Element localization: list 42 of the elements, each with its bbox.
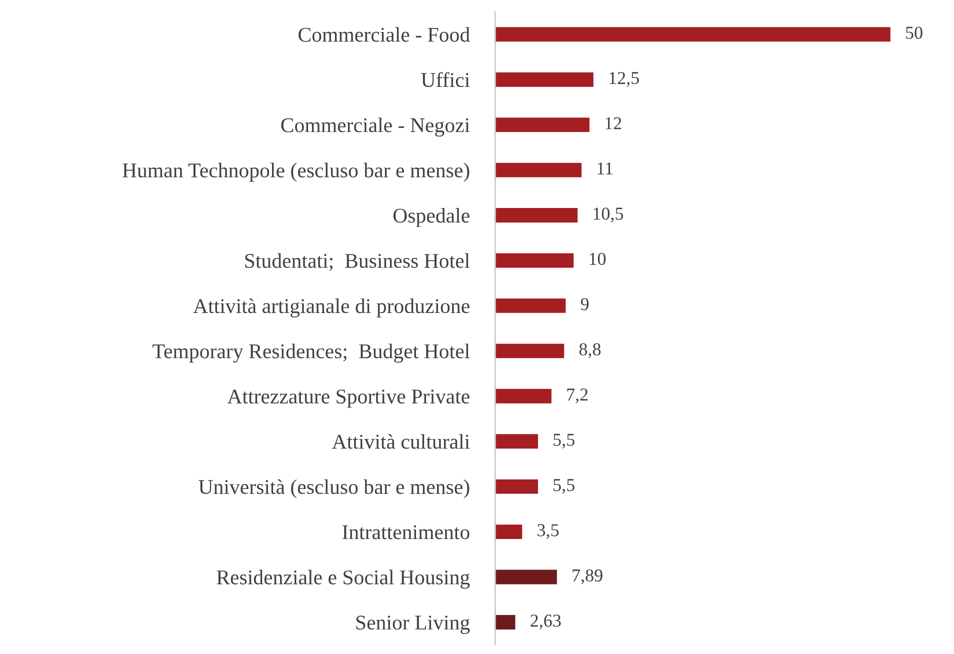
bar [495, 70, 595, 88]
bar [495, 523, 524, 540]
y-tick-label: Università (escluso bar e mense) [198, 479, 470, 498]
data-label: 5,5 [554, 434, 574, 448]
bar [495, 206, 579, 224]
y-tick-label: Human Technopole (escluso bar e mense) [122, 162, 470, 182]
bar [495, 568, 558, 586]
bar [495, 297, 568, 314]
y-tick-label: Temporary Residences; Budget Hotel [152, 344, 470, 363]
bar [495, 26, 892, 43]
y-tick-label: Intrattenimento [342, 525, 470, 540]
bar [495, 432, 540, 450]
data-label: 2,63 [530, 614, 561, 630]
data-label: 10,5 [594, 208, 624, 222]
y-tick-label: Studentati; Business Hotel [245, 253, 470, 271]
bar [495, 614, 517, 631]
y-tick-label: Attività culturali [332, 434, 470, 449]
data-label: 12,5 [610, 72, 639, 87]
y-tick-label: Attrezzature Sportive Private [227, 390, 470, 408]
data-label: 8,8 [579, 343, 601, 358]
data-label: 7,2 [567, 388, 588, 404]
bar [495, 388, 553, 405]
data-label: 11 [598, 162, 612, 174]
y-tick-label: Uffici [421, 72, 470, 88]
data-label: 50 [906, 26, 922, 39]
y-tick-label: Attività artigianale di produzione [193, 298, 470, 318]
y-tick-label: Ospedale [393, 208, 470, 227]
data-label: 7,89 [572, 569, 602, 584]
bar [495, 252, 576, 270]
y-tick-label: Commerciale - Food [298, 27, 470, 42]
y-tick-label: Commerciale - Negozi [281, 118, 470, 137]
data-label: 5,5 [554, 479, 574, 494]
bar [495, 478, 540, 496]
data-label: 9 [580, 298, 589, 310]
y-tick-label: Senior Living [356, 616, 470, 634]
bar [495, 161, 583, 179]
y-tick-label: Residenziale e Social Housing [216, 570, 470, 589]
bar [495, 116, 591, 134]
data-label: 12 [606, 117, 622, 130]
data-label: 3,5 [538, 524, 559, 539]
data-label: 10 [590, 252, 606, 265]
bar [495, 342, 566, 360]
